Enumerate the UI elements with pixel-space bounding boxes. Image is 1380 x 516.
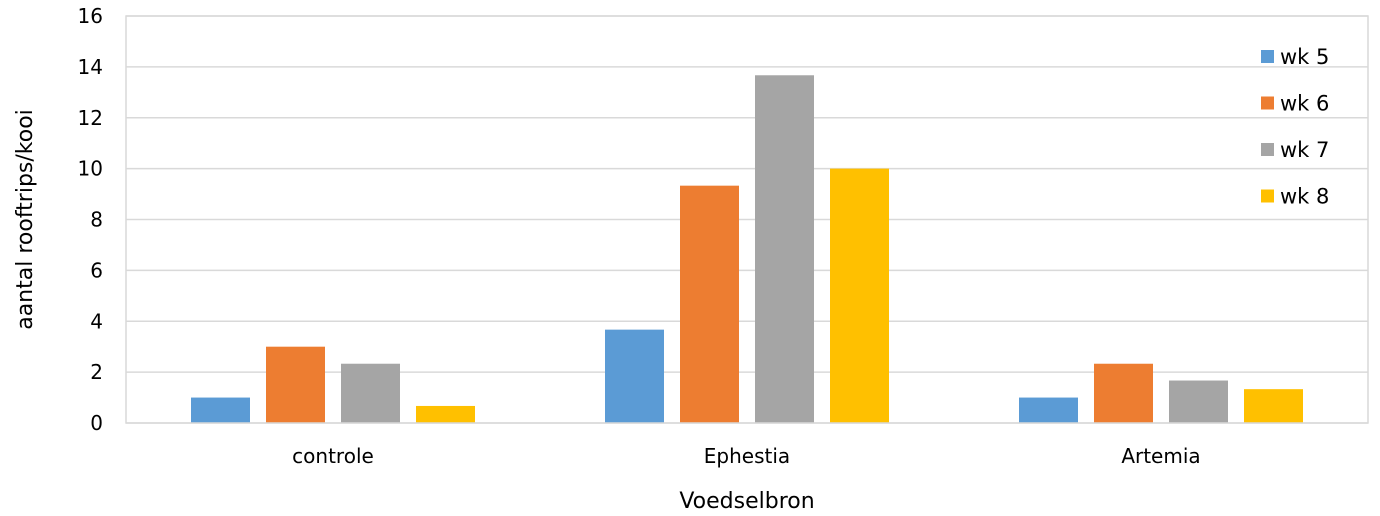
legend-label: wk 5 bbox=[1280, 45, 1329, 69]
y-tick-label: 14 bbox=[78, 55, 103, 79]
bar-wk-7-ephestia bbox=[755, 75, 814, 423]
x-tick-label: Artemia bbox=[1121, 444, 1200, 468]
legend-swatch bbox=[1261, 143, 1274, 156]
y-tick-label: 8 bbox=[90, 208, 103, 232]
bar-wk-5-artemia bbox=[1019, 397, 1078, 423]
x-axis-title: Voedselbron bbox=[679, 489, 814, 514]
plot-area-frame bbox=[125, 15, 1369, 424]
y-tick-label: 2 bbox=[90, 360, 103, 384]
x-tick-label: controle bbox=[292, 444, 374, 468]
y-tick-label: 0 bbox=[90, 411, 103, 435]
legend-swatch bbox=[1261, 50, 1274, 63]
y-axis-title: aantal rooftrips/kooi bbox=[13, 109, 38, 330]
bar-wk-5-ephestia bbox=[605, 329, 664, 423]
legend-item: wk 8 bbox=[1261, 185, 1329, 209]
legend-item: wk 7 bbox=[1261, 138, 1329, 162]
bar-wk-7-controle bbox=[341, 363, 400, 423]
bar-wk-8-artemia bbox=[1244, 389, 1303, 423]
bars bbox=[191, 75, 1303, 423]
bar-wk-5-controle bbox=[191, 397, 250, 423]
y-axis-ticks: 0 2 4 6 8 10 12 14 16 bbox=[78, 4, 103, 435]
bar-wk-6-artemia bbox=[1094, 363, 1153, 423]
legend-swatch bbox=[1261, 96, 1274, 110]
legend: wk 5 wk 6 wk 7 wk 8 bbox=[1261, 45, 1329, 209]
y-tick-label: 16 bbox=[78, 4, 103, 28]
legend-label: wk 8 bbox=[1280, 185, 1329, 209]
legend-item: wk 5 bbox=[1261, 45, 1329, 69]
bar-wk-8-ephestia bbox=[830, 168, 889, 423]
legend-item: wk 6 bbox=[1261, 92, 1329, 116]
legend-label: wk 7 bbox=[1280, 138, 1329, 162]
bar-wk-6-controle bbox=[266, 346, 325, 423]
x-axis-ticks: controle Ephestia Artemia bbox=[292, 444, 1201, 468]
y-tick-label: 12 bbox=[78, 106, 103, 130]
y-tick-label: 10 bbox=[78, 157, 103, 181]
x-tick-label: Ephestia bbox=[704, 444, 790, 468]
y-tick-label: 4 bbox=[90, 309, 103, 333]
y-tick-label: 6 bbox=[90, 258, 103, 282]
bar-wk-8-controle bbox=[416, 405, 475, 423]
legend-label: wk 6 bbox=[1280, 92, 1329, 116]
legend-swatch bbox=[1261, 189, 1274, 203]
bar-wk-6-ephestia bbox=[680, 185, 739, 423]
bar-wk-7-artemia bbox=[1169, 380, 1228, 423]
